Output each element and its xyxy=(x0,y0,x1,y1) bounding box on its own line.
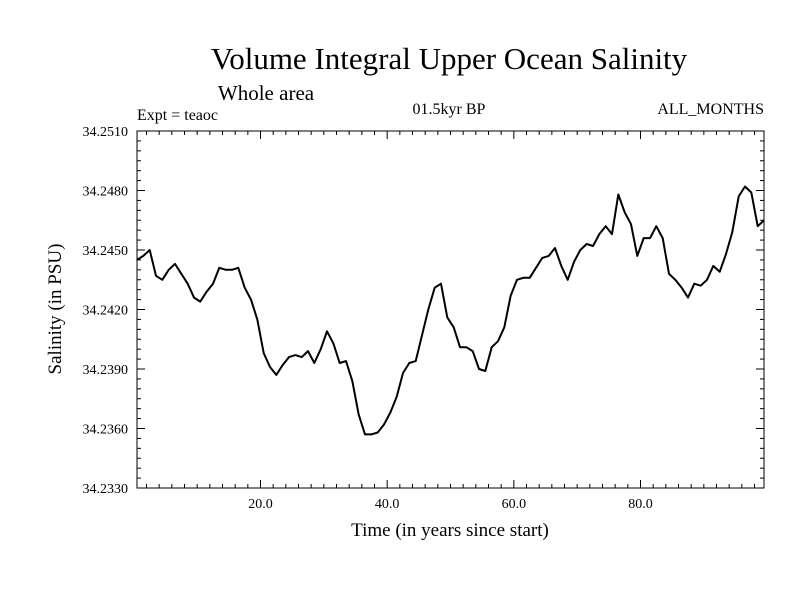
y-tick-label: 34.2450 xyxy=(83,244,129,259)
y-tick-label: 34.2510 xyxy=(83,125,129,140)
x-tick-label: 40.0 xyxy=(375,497,400,512)
y-tick-label: 34.2480 xyxy=(83,185,129,200)
y-tick-label: 34.2330 xyxy=(83,482,129,497)
salinity-series-line xyxy=(136,185,765,436)
months-label: ALL_MONTHS xyxy=(657,101,764,118)
y-tick-marks xyxy=(137,130,764,489)
x-tick-labels: 20.0 40.0 60.0 80.0 xyxy=(248,497,653,512)
y-tick-label: 34.2420 xyxy=(83,304,129,319)
x-tick-label: 20.0 xyxy=(248,497,273,512)
experiment-label: Expt = teaoc xyxy=(137,107,218,124)
chart-subtitle: Whole area xyxy=(218,81,315,105)
y-tick-label: 34.2360 xyxy=(83,423,129,438)
x-tick-label: 80.0 xyxy=(628,497,653,512)
x-tick-marks xyxy=(146,131,755,488)
period-label: 01.5kyr BP xyxy=(413,101,486,118)
x-axis-label: Time (in years since start) xyxy=(351,520,549,541)
plot-frame xyxy=(136,130,765,489)
chart-title: Volume Integral Upper Ocean Salinity xyxy=(211,41,688,76)
y-tick-labels: 34.2330 34.2360 34.2390 34.2420 34.2450 34.24… xyxy=(83,125,129,497)
x-tick-label: 60.0 xyxy=(502,497,527,512)
y-axis-label: Salinity (in PSU) xyxy=(45,244,66,375)
y-tick-label: 34.2390 xyxy=(83,363,129,378)
